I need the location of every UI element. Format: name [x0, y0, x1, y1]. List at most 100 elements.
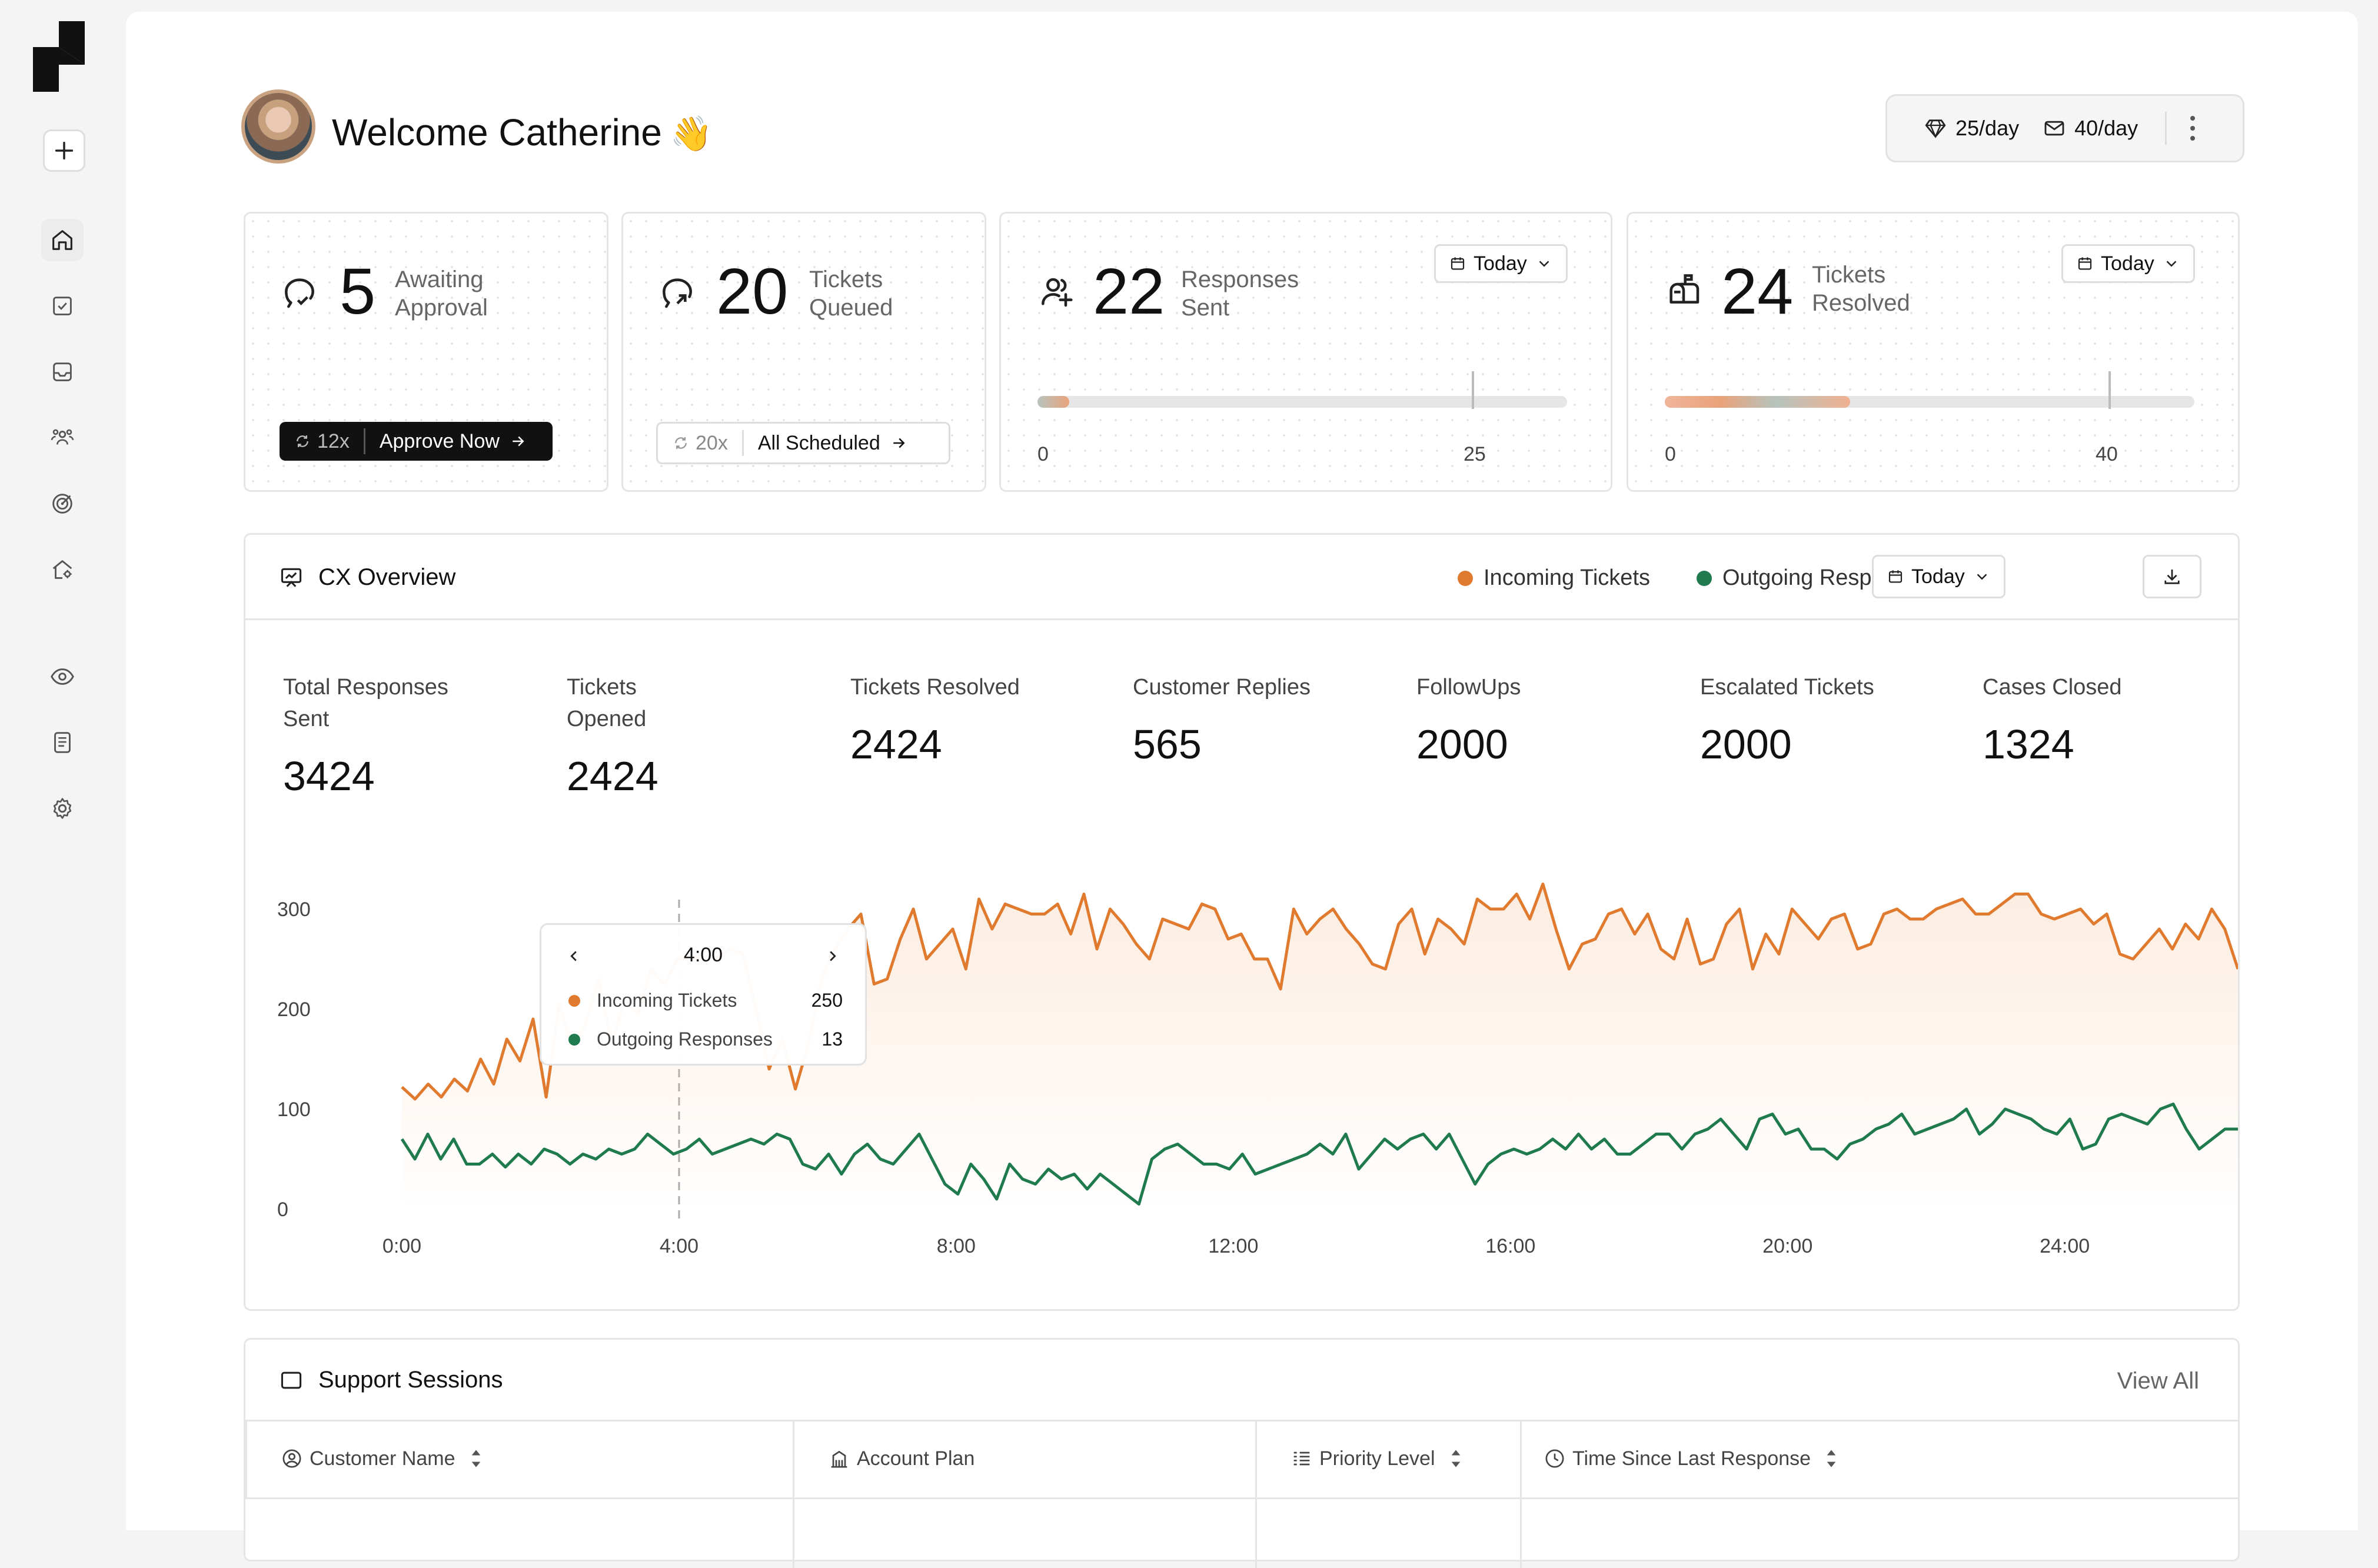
sort-icon[interactable] — [1825, 1446, 1838, 1472]
limit-label: 25/day — [1955, 116, 2020, 140]
x-tick-label: 12:00 — [1208, 1235, 1258, 1257]
sidebar-item-docs[interactable] — [41, 721, 84, 764]
y-tick-label: 0 — [277, 1199, 288, 1221]
eye-icon — [51, 668, 74, 685]
approve-now-button[interactable]: 12x Approve Now — [280, 422, 553, 461]
divider — [245, 1497, 2238, 1499]
chat-check-icon — [285, 278, 314, 308]
metric-escalated-tickets: Escalated Tickets 2000 — [1700, 675, 1874, 767]
sidebar-item-tasks[interactable] — [41, 285, 84, 327]
progress-fill — [1665, 396, 1850, 408]
stat-value: 22 — [1093, 255, 1165, 328]
sidebar-item-team[interactable] — [41, 417, 84, 459]
checkbox-icon — [53, 297, 72, 315]
legend-incoming: Incoming Tickets — [1458, 565, 1650, 591]
column-priority-level[interactable]: Priority Level — [1255, 1420, 1520, 1497]
sort-icon[interactable] — [1449, 1446, 1462, 1472]
mailbox-icon — [1669, 274, 1699, 304]
wave-emoji: 👋 — [670, 115, 713, 153]
dropdown-value: Today — [1911, 565, 1965, 588]
view-all-link[interactable]: View All — [2117, 1368, 2199, 1394]
period-dropdown[interactable]: Today — [2061, 244, 2195, 283]
dropdown-value: Today — [2101, 252, 2154, 275]
avatar[interactable] — [241, 89, 315, 164]
stat-label: Tickets Resolved — [1812, 262, 1910, 316]
panel-title: CX Overview — [278, 564, 455, 591]
chat-forward-icon — [663, 278, 692, 308]
inbox-icon — [53, 362, 72, 381]
home-icon — [52, 230, 72, 250]
stat-card-tickets-queued: 20 Tickets Queued 20x All Scheduled — [621, 212, 986, 492]
sidebar-item-home[interactable] — [41, 219, 84, 261]
calendar-icon — [2078, 257, 2092, 270]
tooltip-time: 4:00 — [683, 944, 723, 966]
stat-card-tickets-resolved: 24 Tickets Resolved Today 0 40 — [1627, 212, 2240, 492]
chevron-left-icon[interactable] — [565, 947, 583, 965]
chevron-down-icon — [1977, 574, 1987, 580]
logo — [33, 21, 85, 92]
new-button[interactable] — [43, 129, 85, 172]
sort-icon[interactable] — [470, 1446, 483, 1472]
arrow-right-icon — [893, 438, 905, 448]
chevron-right-icon[interactable] — [824, 947, 842, 965]
all-scheduled-button[interactable]: 20x All Scheduled — [656, 422, 950, 464]
line-chart[interactable]: 300 200 100 0 0:00 4:00 8:00 12:00 16:00 20:00 24:… — [245, 535, 2238, 1309]
refresh-icon — [675, 437, 687, 449]
sidebar-item-inbox[interactable] — [41, 351, 84, 393]
cx-overview-panel: CX Overview Incoming Tickets Outgoing Re… — [244, 533, 2240, 1311]
sidebar-item-home-settings[interactable] — [41, 548, 84, 591]
column-customer-name[interactable]: Customer Name — [245, 1420, 793, 1497]
progress-fill — [1037, 396, 1069, 408]
limit-diamond[interactable]: 25/day — [1924, 116, 2019, 141]
x-tick-label: 4:00 — [660, 1235, 699, 1257]
metric-total-responses: Total Responses Sent 3424 — [283, 675, 448, 799]
home-gear-icon — [52, 560, 72, 579]
y-tick-label: 300 — [277, 898, 311, 921]
sidebar-item-goals[interactable] — [41, 482, 84, 525]
metric-customer-replies: Customer Replies 565 — [1133, 675, 1311, 767]
panel-header: Support Sessions View All — [245, 1340, 2238, 1421]
list-icon — [1293, 1452, 1310, 1466]
column-account-plan[interactable]: Account Plan — [793, 1420, 1255, 1497]
period-dropdown[interactable]: Today — [1434, 244, 1568, 283]
download-button[interactable] — [2143, 555, 2201, 598]
period-dropdown[interactable]: Today — [1872, 555, 2005, 598]
diamond-icon — [1925, 119, 1946, 139]
calendar-icon — [1888, 570, 1903, 583]
chevron-down-icon — [2166, 261, 2177, 267]
calendar-icon — [1451, 257, 1465, 270]
metric-cases-closed: Cases Closed 1324 — [1983, 675, 2122, 767]
scale-target: 25 — [1464, 443, 1486, 465]
scale-min: 0 — [1665, 443, 1676, 465]
team-icon — [51, 429, 74, 445]
sidebar-item-monitor[interactable] — [41, 655, 84, 698]
target-marker — [1472, 371, 1474, 409]
limit-mail[interactable]: 40/day — [2043, 116, 2138, 141]
stat-value: 5 — [340, 255, 376, 328]
sidebar-item-settings[interactable] — [41, 787, 84, 830]
divider — [1255, 1497, 1257, 1568]
legend-dot — [1458, 570, 1473, 586]
panel-title: Support Sessions — [278, 1367, 503, 1393]
more-options-icon[interactable] — [2190, 116, 2196, 141]
stat-label: Awaiting Approval — [395, 267, 488, 321]
support-sessions-panel: Support Sessions View All Customer Name … — [244, 1338, 2240, 1568]
x-tick-label: 16:00 — [1485, 1235, 1535, 1257]
stat-label: Responses Sent — [1181, 267, 1299, 321]
progress-track — [1037, 396, 1567, 408]
metric-tickets-resolved: Tickets Resolved 2424 — [850, 675, 1020, 767]
target-icon — [52, 494, 72, 514]
plus-icon — [55, 141, 74, 160]
x-tick-label: 0:00 — [383, 1235, 421, 1257]
column-time-since-last-response[interactable]: Time Since Last Response — [1520, 1420, 2238, 1497]
stat-value: 24 — [1721, 255, 1794, 328]
tooltip-row-incoming: Incoming Tickets 250 — [568, 990, 843, 1011]
metric-tickets-opened: Tickets Opened 2424 — [567, 675, 658, 799]
target-marker — [2108, 371, 2111, 409]
chevron-down-icon — [1539, 261, 1549, 267]
chart-tooltip: 4:00 Incoming Tickets 250 Outgoing Respon… — [540, 923, 867, 1066]
tooltip-row-outgoing: Outgoing Responses 13 — [568, 1028, 843, 1050]
download-icon — [2164, 570, 2180, 584]
button-label: All Scheduled — [757, 431, 880, 454]
refresh-icon — [297, 435, 308, 447]
